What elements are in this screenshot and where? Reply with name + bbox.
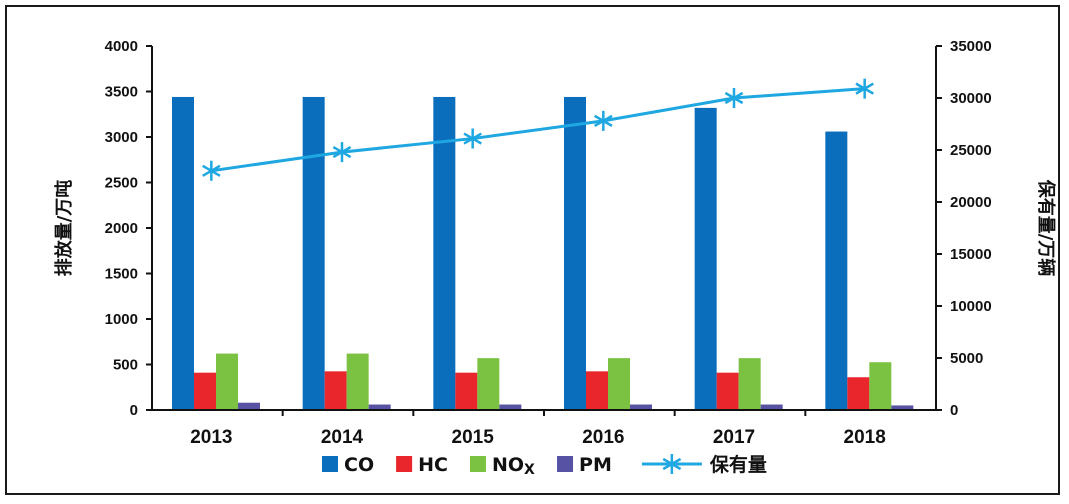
bar-hc-2017 (716, 372, 739, 410)
axes-layer (151, 46, 937, 411)
bar-co-2017 (694, 107, 717, 410)
legend-label-co: CO (344, 454, 374, 476)
x-tick-label-2016: 2016 (582, 427, 624, 448)
y2-tick-label-25000: 25000 (950, 142, 992, 159)
y-tick-label-3500: 3500 (105, 84, 138, 101)
ticks-layer: 0 500 1000 1500 2000 2500 3000 3500 4000 0 5000 100… (105, 38, 992, 448)
y2-tick-label-5000: 5000 (950, 350, 983, 367)
legend-label-nox: NOX (492, 454, 535, 478)
bar-hc-2016 (586, 371, 608, 410)
bar-co-2015 (433, 96, 456, 411)
bar-co-2013 (172, 96, 194, 411)
legend-swatch-pm (557, 456, 574, 472)
y2-tick-label-35000: 35000 (950, 38, 992, 55)
y-tick-label-1000: 1000 (105, 311, 138, 328)
legend-star-marker (662, 454, 682, 474)
y-tick-label-2000: 2000 (105, 220, 138, 237)
bar-nox-2014 (346, 353, 369, 410)
line-point-2016 (594, 110, 613, 131)
x-tick-label-2013: 2013 (190, 427, 232, 448)
bar-nox-2017 (738, 358, 761, 410)
y-tick-label-2500: 2500 (105, 175, 138, 192)
bars-layer (172, 96, 914, 411)
y-tick-label-3000: 3000 (105, 129, 138, 146)
bar-pm-2014 (368, 404, 391, 410)
bar-co-2016 (564, 96, 586, 411)
bar-hc-2013 (194, 372, 216, 410)
legend-swatch-co (322, 456, 338, 472)
x-tick-label-2014: 2014 (321, 427, 364, 448)
bar-pm-2013 (238, 402, 260, 410)
y2-axis-label: 保有量/万辆 (1035, 179, 1057, 277)
x-tick-label-2017: 2017 (713, 427, 755, 448)
bar-pm-2016 (630, 404, 652, 410)
x-tick-label-2015: 2015 (452, 427, 495, 448)
legend-label-line: 保有量 (709, 453, 767, 476)
y2-tick-label-0: 0 (950, 402, 958, 419)
bar-co-2014 (302, 96, 325, 411)
bar-nox-2016 (608, 358, 630, 410)
bar-co-2018 (825, 131, 848, 411)
legend-label-pm: PM (579, 454, 612, 476)
line-series-path (211, 87, 865, 173)
line-point-2015 (463, 128, 482, 149)
bar-pm-2018 (891, 405, 914, 410)
bar-nox-2018 (869, 362, 892, 410)
legend-swatch-hc (396, 456, 413, 472)
legend-swatch-nox (469, 456, 486, 472)
y2-tick-label-10000: 10000 (950, 298, 992, 315)
line-point-2017 (724, 88, 744, 108)
y2-tick-label-15000: 15000 (950, 246, 992, 263)
line-point-2018 (855, 78, 874, 99)
legend-label-hc: HC (418, 454, 448, 476)
y-tick-label-0: 0 (130, 402, 138, 419)
bar-nox-2015 (477, 358, 500, 410)
bar-hc-2014 (324, 371, 347, 410)
bar-pm-2015 (499, 404, 522, 410)
y-axis-label: 排放量/万吨 (53, 180, 75, 277)
bar-nox-2013 (216, 353, 238, 410)
bar-hc-2018 (847, 377, 870, 410)
line-point-2014 (332, 142, 352, 163)
x-tick-label-2018: 2018 (844, 427, 886, 448)
y-tick-label-500: 500 (113, 357, 138, 374)
y2-tick-label-30000: 30000 (950, 90, 992, 107)
bar-pm-2017 (760, 404, 783, 410)
y-tick-label-4000: 4000 (105, 38, 138, 55)
legend: CO HC NOX PM 保有量 (322, 453, 767, 478)
line-point-2013 (202, 160, 221, 181)
y-tick-label-1500: 1500 (105, 266, 138, 283)
y2-tick-label-20000: 20000 (950, 194, 992, 211)
line-layer (202, 78, 874, 181)
bar-hc-2015 (455, 372, 478, 410)
